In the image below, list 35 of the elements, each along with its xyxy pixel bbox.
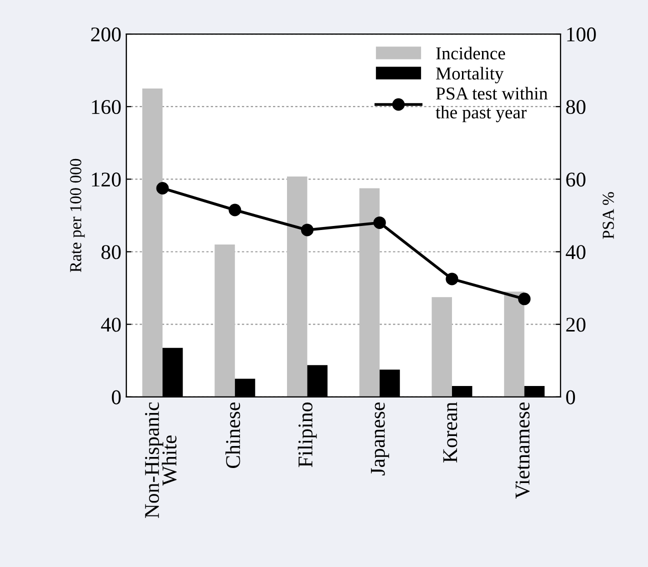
point	[373, 216, 386, 229]
y-tick-label: 200	[91, 27, 121, 42]
point	[446, 272, 458, 286]
bar	[214, 244, 235, 397]
legend-label: Mortality	[436, 66, 504, 84]
y2-axis-title: PSA %	[602, 192, 614, 239]
point	[156, 182, 169, 194]
y2-tick-label: 100	[567, 27, 596, 42]
y2-tick-label: 60	[566, 172, 586, 187]
point	[301, 224, 314, 236]
x-tick-label: Japanese	[370, 402, 390, 476]
x-tick-label: Non-Hispanic White	[145, 402, 177, 518]
x-tick-label: Chinese	[225, 402, 240, 468]
x-tick-label: Korean	[443, 402, 458, 462]
y2-tick-label: 0	[566, 390, 576, 404]
point	[518, 292, 531, 306]
legend-label: Incidence	[436, 46, 506, 60]
y-tick-label: 0	[112, 390, 121, 404]
y-tick-label: 80	[101, 245, 121, 260]
bar	[142, 88, 163, 397]
bar	[504, 292, 524, 397]
y-tick-label: 160	[92, 100, 121, 114]
y-axis-title: Rate per 100 000	[70, 158, 85, 272]
y-tick-label: 40	[101, 318, 121, 332]
bar	[287, 176, 308, 397]
y2-tick-label: 20	[566, 318, 586, 332]
legend-label: PSA test within the past year	[436, 86, 548, 122]
y2-tick-label: 40	[566, 245, 586, 260]
bar	[359, 188, 380, 397]
y-tick-label: 120	[92, 172, 121, 187]
x-tick-label: Filipino	[298, 402, 317, 468]
y2-tick-label: 80	[566, 100, 586, 114]
bar	[432, 297, 452, 397]
point	[228, 204, 242, 216]
x-tick-label: Vietnamese	[516, 402, 530, 499]
